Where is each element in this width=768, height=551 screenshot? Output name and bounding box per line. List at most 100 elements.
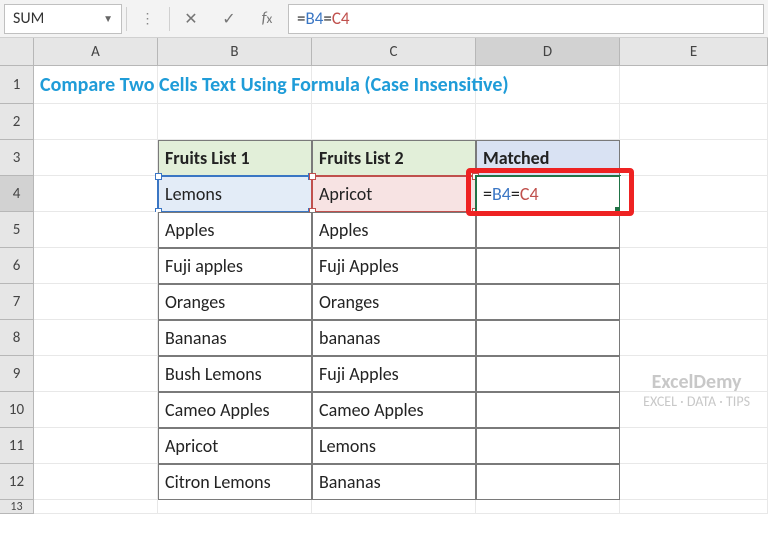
cell[interactable] [620,428,768,464]
cell[interactable] [476,356,620,392]
col-header-e[interactable]: E [620,38,768,65]
cell[interactable] [34,140,158,176]
cell[interactable]: Fuji Apples [312,248,476,284]
cell[interactable] [34,104,158,140]
cell[interactable] [312,500,476,514]
cell[interactable] [34,320,158,356]
cell[interactable] [620,356,768,392]
cell[interactable]: Cameo Apples [312,392,476,428]
row-header[interactable]: 13 [0,500,34,514]
cell[interactable]: Citron Lemons [158,464,312,500]
cell[interactable] [34,428,158,464]
cell[interactable] [158,500,312,514]
cell[interactable] [620,320,768,356]
cell[interactable] [34,248,158,284]
title-cell[interactable]: Compare Two Cells Text Using Formula (Ca… [34,66,158,104]
cell[interactable] [34,284,158,320]
row-header[interactable]: 4 [0,176,34,212]
dots-icon: ⋮ [131,4,165,34]
cell[interactable] [476,392,620,428]
cell[interactable] [312,104,476,140]
row-header[interactable]: 1 [0,66,34,104]
cell[interactable]: Fuji apples [158,248,312,284]
cell[interactable]: Bush Lemons [158,356,312,392]
col-header-a[interactable]: A [34,38,158,65]
cell[interactable]: Lemons [312,428,476,464]
cell[interactable] [620,104,768,140]
table-header[interactable]: Fruits List 1 [158,140,312,176]
row-header[interactable]: 2 [0,104,34,140]
row-header[interactable]: 11 [0,428,34,464]
table-header[interactable]: Fruits List 2 [312,140,476,176]
cell[interactable] [620,392,768,428]
cell[interactable] [476,428,620,464]
cell[interactable] [620,500,768,514]
cancel-icon[interactable]: ✕ [174,4,208,34]
row-header[interactable]: 3 [0,140,34,176]
formula-input[interactable]: =B4=C4 [288,4,764,34]
row-header[interactable]: 10 [0,392,34,428]
table-header[interactable]: Matched [476,140,620,176]
cell[interactable] [620,248,768,284]
fx-icon[interactable]: fx [250,4,284,34]
row: 6 Fuji apples Fuji Apples [0,248,768,284]
formula-token: B4 [492,183,511,205]
cell[interactable]: Cameo Apples [158,392,312,428]
row-header[interactable]: 5 [0,212,34,248]
cell[interactable] [158,104,312,140]
cell[interactable] [620,284,768,320]
formula-token: = [511,183,520,205]
cell[interactable]: Apricot [158,428,312,464]
cell[interactable]: Bananas [312,464,476,500]
cell[interactable] [620,66,768,104]
formula-token: = [483,183,492,205]
cell[interactable] [34,500,158,514]
cell[interactable]: Apples [158,212,312,248]
row-header[interactable]: 6 [0,248,34,284]
row-header[interactable]: 9 [0,356,34,392]
cell[interactable] [34,176,158,212]
cell-c4[interactable]: Apricot [312,176,476,212]
formula-token: = [297,8,305,29]
row: 2 [0,104,768,140]
cell[interactable]: Apples [312,212,476,248]
cell[interactable] [476,320,620,356]
grid: 1 Compare Two Cells Text Using Formula (… [0,66,768,514]
cell[interactable] [34,356,158,392]
cell[interactable] [476,284,620,320]
row: 7 Oranges Oranges [0,284,768,320]
cell[interactable]: Fuji Apples [312,356,476,392]
row-header[interactable]: 7 [0,284,34,320]
formula-token: = [323,8,331,29]
cell[interactable] [34,212,158,248]
cell[interactable] [34,464,158,500]
cell[interactable] [476,212,620,248]
cell[interactable]: Oranges [312,284,476,320]
cell[interactable] [34,392,158,428]
cell[interactable] [476,248,620,284]
col-header-c[interactable]: C [312,38,476,65]
col-header-b[interactable]: B [158,38,312,65]
cell[interactable] [476,500,620,514]
col-header-d[interactable]: D [476,38,620,65]
cell-d4-editing[interactable]: =B4=C4 [476,176,620,212]
cell[interactable] [620,212,768,248]
cell[interactable]: bananas [312,320,476,356]
chevron-down-icon[interactable]: ▼ [103,12,113,25]
row: 4 Lemons Apricot =B4=C4 [0,176,768,212]
cell[interactable] [476,104,620,140]
cell[interactable] [620,464,768,500]
cell[interactable] [620,176,768,212]
cell-b4[interactable]: Lemons [158,176,312,212]
cell[interactable] [476,464,620,500]
cell[interactable] [620,140,768,176]
row-header[interactable]: 12 [0,464,34,500]
separator [126,7,127,31]
enter-icon[interactable]: ✓ [212,4,246,34]
row: 5 Apples Apples [0,212,768,248]
cell[interactable]: Bananas [158,320,312,356]
select-all-corner[interactable] [0,38,34,65]
row-header[interactable]: 8 [0,320,34,356]
cell[interactable]: Oranges [158,284,312,320]
name-box[interactable]: SUM ▼ [4,4,122,34]
